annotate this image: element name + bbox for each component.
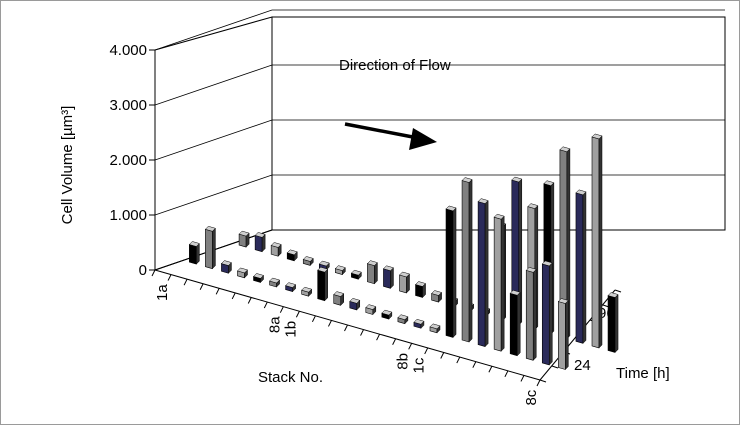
bar <box>269 277 281 288</box>
x-tick-mark <box>311 315 316 323</box>
bar <box>413 318 425 329</box>
back-wall <box>271 16 726 231</box>
x-tick-mark <box>328 320 332 327</box>
z-tick-mark <box>614 289 622 293</box>
bar <box>237 267 248 279</box>
bar <box>366 260 378 285</box>
bar <box>557 298 569 371</box>
y-tick-label: 1.000 <box>109 207 147 224</box>
x-tick-label: 8b <box>395 353 412 370</box>
z-tick-mark <box>551 365 559 369</box>
bar <box>445 205 457 339</box>
gridline <box>154 64 725 106</box>
x-axis-label: Stack No. <box>258 369 323 386</box>
bar <box>317 266 329 302</box>
z-tick-mark <box>539 379 547 383</box>
bar <box>381 309 393 320</box>
x-tick-mark <box>536 379 541 387</box>
x-tick-mark <box>392 338 397 345</box>
bar <box>575 189 587 344</box>
bar <box>333 291 345 306</box>
bar <box>397 314 409 325</box>
y-axis-ticks: 0 1.000 2.000 3.000 4.000 <box>109 42 155 279</box>
bar <box>349 298 361 311</box>
x-tick-label: 1a <box>154 284 171 301</box>
x-axis-ticks: 1a 8a 1b 8b 1c 8c <box>151 269 541 406</box>
x-tick-mark <box>167 274 172 281</box>
x-tick-mark <box>360 329 364 336</box>
bar <box>461 177 473 343</box>
bar <box>302 256 314 267</box>
x-tick-mark <box>504 370 509 378</box>
x-tick-mark <box>199 283 204 290</box>
bar <box>477 198 489 348</box>
x-tick-mark <box>424 347 429 355</box>
x-tick-mark <box>456 356 461 364</box>
bar <box>365 304 377 316</box>
bar <box>429 323 441 334</box>
bar <box>253 273 264 284</box>
y-tick-label: 3.000 <box>109 97 147 114</box>
x-tick-mark <box>488 366 493 373</box>
x-tick-mark <box>151 269 156 277</box>
x-tick-mark <box>279 306 284 313</box>
x-tick-label: 8a <box>266 316 283 333</box>
x-tick-mark <box>183 278 188 286</box>
bar <box>286 249 298 262</box>
bar <box>301 286 313 297</box>
x-tick-label: 1b <box>282 321 299 338</box>
bar <box>415 281 427 299</box>
bar <box>220 260 232 274</box>
y-tick-label: 2.000 <box>109 152 147 169</box>
x-tick-mark <box>376 333 381 341</box>
x-tick-mark <box>295 311 300 318</box>
bar <box>188 241 200 265</box>
bar <box>509 289 521 357</box>
bar <box>607 292 619 354</box>
x-tick-mark <box>263 301 268 309</box>
bar <box>431 290 443 303</box>
x-tick-mark <box>440 352 445 359</box>
z-axis-label: Time [h] <box>616 365 670 382</box>
x-tick-mark <box>472 361 477 368</box>
z-tick-label: 24 <box>574 357 591 374</box>
y-axis-label: Cell Volume [µm³] <box>59 106 76 225</box>
bar <box>285 282 297 293</box>
x-tick-mark <box>231 292 236 300</box>
bar <box>493 213 505 352</box>
x-tick-mark <box>408 343 413 350</box>
bar <box>541 260 553 366</box>
bar <box>399 271 410 294</box>
x-tick-mark <box>247 297 252 304</box>
bar <box>382 265 394 289</box>
bar <box>525 267 537 361</box>
x-tick-mark <box>215 288 220 295</box>
gridlines <box>154 9 725 216</box>
direction-annotation: Direction of Flow <box>339 57 451 74</box>
y-tick-label: 4.000 <box>109 42 147 59</box>
bar <box>238 230 250 248</box>
bar <box>350 269 362 280</box>
flow-arrow <box>344 122 437 150</box>
bar-group <box>188 133 619 371</box>
gridline <box>154 9 725 51</box>
gridline <box>154 119 725 161</box>
gridline <box>154 174 725 216</box>
x-tick-label: 8c <box>523 389 540 405</box>
bar <box>254 232 266 253</box>
bar <box>204 225 216 270</box>
bar <box>591 133 603 349</box>
x-tick-label: 1c <box>411 357 428 373</box>
x-tick-mark <box>344 324 348 332</box>
bar <box>270 242 282 257</box>
y-tick-label: 0 <box>139 262 147 279</box>
bar <box>334 265 346 276</box>
x-tick-mark <box>520 375 525 382</box>
